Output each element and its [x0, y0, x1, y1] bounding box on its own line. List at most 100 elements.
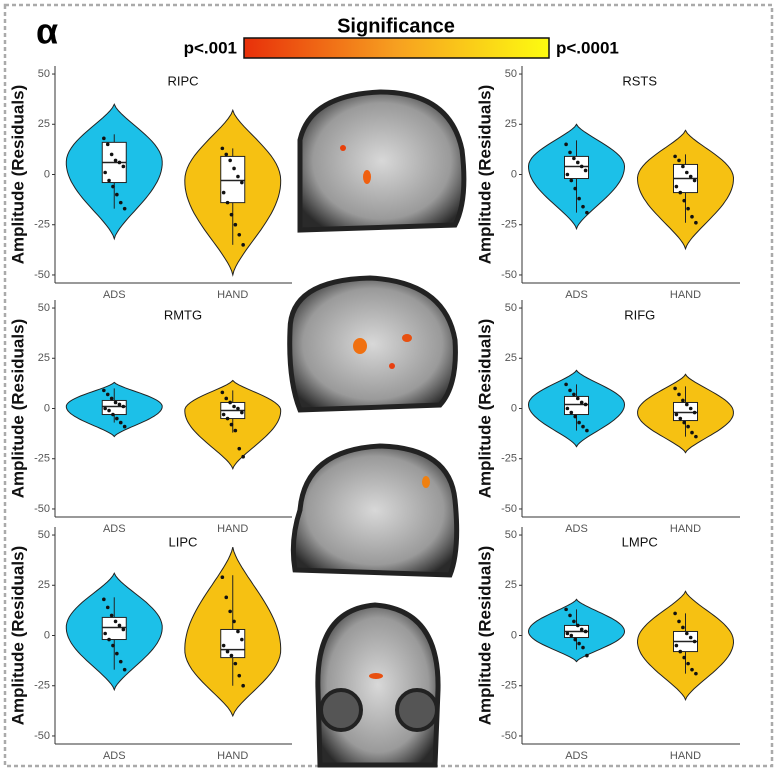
data-point — [682, 655, 686, 660]
data-point — [690, 667, 694, 672]
data-point — [236, 406, 240, 411]
x-tick-label: ADS — [103, 750, 126, 762]
y-axis-label: Amplitude (Residuals) — [8, 546, 27, 725]
data-point — [237, 232, 242, 237]
data-point — [564, 382, 568, 387]
data-point — [579, 164, 584, 169]
data-point — [232, 619, 236, 624]
data-point — [109, 396, 114, 401]
y-tick-label: -25 — [501, 453, 517, 465]
data-point — [686, 661, 690, 666]
data-point — [581, 204, 585, 209]
brain-slice — [315, 602, 441, 768]
data-point — [576, 623, 580, 628]
data-point — [233, 661, 238, 666]
data-point — [221, 190, 226, 195]
colorbar — [243, 37, 550, 59]
box — [101, 616, 127, 641]
y-tick-label: -25 — [34, 680, 50, 692]
data-point — [692, 178, 697, 183]
data-point — [694, 434, 698, 439]
data-point — [677, 619, 681, 624]
data-point — [220, 146, 225, 151]
data-point — [111, 184, 115, 189]
y-axis-label: Amplitude (Residuals) — [8, 319, 27, 498]
data-point — [568, 613, 572, 618]
data-point — [573, 186, 577, 191]
y-tick-label: 50 — [505, 302, 517, 314]
data-point — [220, 390, 225, 395]
data-point — [577, 641, 581, 646]
data-point — [692, 639, 697, 644]
x-tick-label: ADS — [565, 750, 588, 762]
data-point — [111, 643, 115, 648]
panel-title: LIPC — [169, 534, 198, 549]
data-point — [117, 402, 122, 407]
data-point — [118, 200, 123, 205]
data-point — [233, 428, 238, 433]
activation — [363, 170, 371, 184]
y-tick-label: -50 — [501, 503, 517, 515]
y-axis-label: Amplitude (Residuals) — [8, 85, 27, 264]
data-point — [682, 420, 686, 425]
data-point — [682, 198, 686, 203]
y-axis-label: Amplitude (Residuals) — [475, 85, 494, 264]
y-tick-label: 50 — [505, 68, 517, 80]
brain-images — [287, 89, 467, 768]
data-point — [569, 633, 574, 638]
data-point — [685, 402, 689, 407]
data-point — [576, 160, 580, 165]
data-point — [581, 424, 585, 429]
data-point — [109, 613, 114, 618]
data-point — [105, 605, 110, 610]
y-tick-label: -25 — [501, 680, 517, 692]
data-point — [565, 406, 570, 411]
y-tick-label: 25 — [505, 118, 517, 130]
panel-title: RIPC — [167, 73, 198, 88]
data-point — [677, 392, 681, 397]
eye — [319, 688, 363, 732]
data-point — [577, 420, 581, 425]
activation — [353, 338, 367, 354]
data-point — [122, 667, 127, 672]
activation — [340, 145, 346, 151]
data-point — [109, 152, 114, 157]
data-point — [118, 420, 123, 425]
data-point — [225, 649, 230, 654]
data-point — [117, 623, 122, 628]
data-point — [579, 627, 584, 632]
data-point — [572, 156, 576, 161]
data-point — [229, 653, 234, 658]
y-tick-label: -25 — [34, 219, 50, 231]
data-point — [107, 178, 111, 183]
data-point — [688, 174, 693, 179]
activation — [422, 476, 430, 488]
data-point — [229, 212, 234, 217]
data-point — [121, 627, 126, 632]
data-point — [107, 637, 111, 642]
data-point — [690, 214, 694, 219]
y-tick-label: 50 — [38, 302, 50, 314]
data-point — [221, 643, 226, 648]
data-point — [241, 683, 245, 688]
y-tick-label: 0 — [44, 168, 50, 180]
data-point — [224, 396, 229, 401]
x-tick-label: HAND — [217, 523, 248, 535]
data-point — [113, 619, 118, 624]
y-tick-label: 25 — [38, 352, 50, 364]
data-point — [237, 446, 242, 451]
box — [220, 628, 246, 659]
data-point — [102, 388, 106, 393]
brain-slice — [287, 275, 458, 413]
y-tick-label: 0 — [511, 402, 517, 414]
x-tick-label: ADS — [565, 289, 588, 301]
data-point — [228, 609, 232, 614]
y-tick-label: 50 — [38, 529, 50, 541]
data-point — [565, 631, 570, 636]
data-point — [103, 170, 107, 175]
data-point — [225, 416, 230, 421]
x-tick-label: HAND — [670, 750, 701, 762]
data-point — [115, 416, 119, 421]
activation — [402, 334, 412, 342]
data-point — [228, 400, 232, 405]
